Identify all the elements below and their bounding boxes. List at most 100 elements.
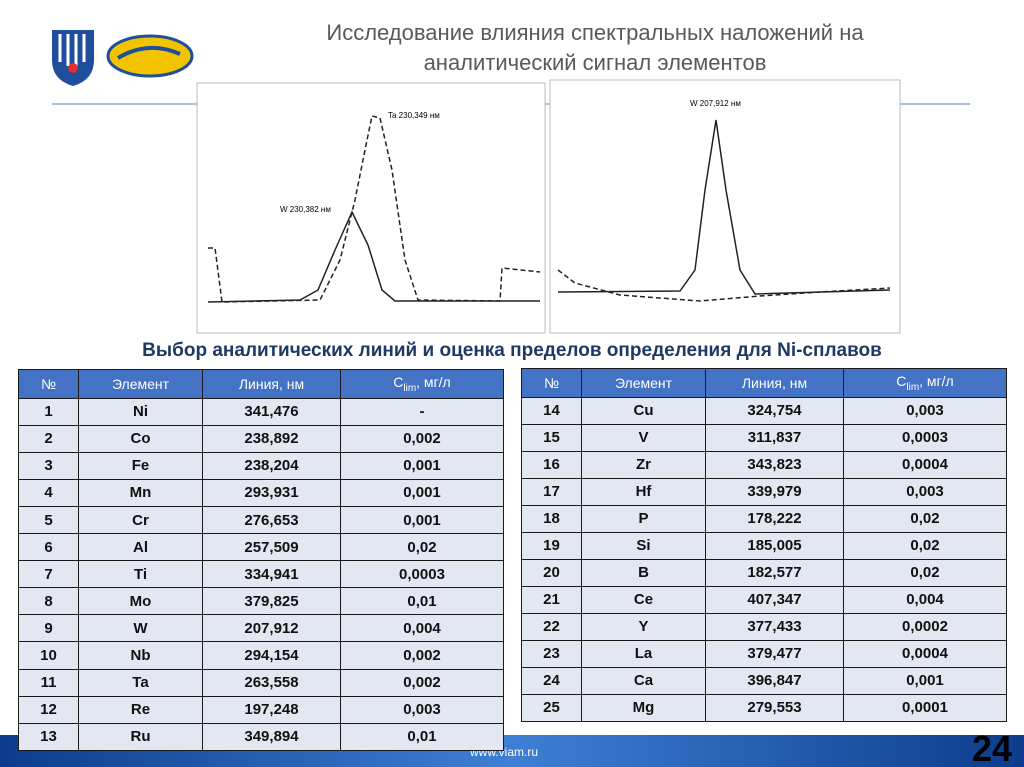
cell: Mo	[78, 587, 203, 616]
spectrum-w	[207, 210, 540, 303]
cell: 21	[521, 585, 582, 614]
row: 18 P 178,222 0,02	[521, 504, 1007, 533]
row: 19 Si 185,005 0,02	[521, 531, 1007, 560]
header-cell: Clim, мг/л	[843, 368, 1007, 398]
cell: 0,001	[340, 451, 504, 480]
cell: Ca	[581, 666, 706, 695]
cell: 341,476	[202, 397, 341, 426]
header-cell: Линия, нм	[202, 369, 341, 399]
logo	[52, 30, 194, 86]
cell: Ta	[78, 668, 203, 697]
cell: Nb	[78, 641, 203, 670]
cell: 23	[521, 639, 582, 668]
header-sub: lim	[906, 381, 920, 393]
cell: 0,003	[843, 396, 1007, 425]
row: 5 Cr 276,653 0,001	[18, 505, 504, 535]
cell: La	[581, 639, 706, 668]
cell: Mg	[581, 693, 706, 722]
header-unit: , мг/л	[919, 372, 954, 389]
peak-label: W 230,382 нм	[280, 205, 331, 214]
cell: 24	[521, 666, 582, 695]
cell: 20	[521, 558, 582, 587]
cell: 0,0004	[843, 639, 1007, 668]
row: 1 Ni 341,476-	[18, 397, 504, 426]
cell: 178,222	[705, 504, 844, 533]
cell: 3	[18, 451, 79, 480]
cell: 0,02	[843, 531, 1007, 560]
cell: 7	[18, 560, 79, 589]
cell: B	[581, 558, 706, 587]
cell: W	[78, 614, 203, 643]
cell: 0,01	[340, 587, 504, 616]
cell: 0,0002	[843, 612, 1007, 641]
cell: 238,204	[202, 451, 341, 480]
header-row: № Элемент Линия, нм Clim, мг/л	[18, 369, 504, 399]
cell: 343,823	[705, 450, 844, 479]
cell: Al	[78, 533, 203, 562]
cell: 339,979	[705, 477, 844, 506]
data-table: № Элемент Линия, нм Clim, мг/л 1 Ni 341,476-2 C…	[18, 369, 504, 751]
cell: Cr	[78, 505, 203, 535]
row: 25 Mg 279,553 0,0001	[521, 693, 1007, 722]
cell: 5	[18, 505, 79, 535]
row: 12 Re 197,248 0,003	[18, 695, 504, 724]
cell: 294,154	[202, 641, 341, 670]
cell: 0,02	[843, 558, 1007, 587]
cell: 0,002	[340, 424, 504, 453]
row: 23 La 379,477 0,0004	[521, 639, 1007, 668]
header-cell: №	[18, 369, 79, 399]
spectrum-dashed	[557, 269, 891, 302]
header-text: Элемент	[614, 374, 673, 391]
cell: 0,001	[843, 666, 1007, 695]
cell: 25	[521, 693, 582, 722]
cell: 379,825	[202, 587, 341, 616]
cell: 0,001	[340, 478, 504, 507]
row: 7 Ti 334,941 0,0003	[18, 560, 504, 589]
cell: Si	[581, 531, 706, 560]
cell: 379,477	[705, 639, 844, 668]
cell: 14	[521, 396, 582, 425]
header-cell: Clim, мг/л	[340, 369, 504, 399]
spectrum-ta	[208, 115, 541, 303]
row: 17 Hf 339,979 0,003	[521, 477, 1007, 506]
cell: 0,003	[340, 695, 504, 724]
header-text: C	[896, 372, 907, 389]
cell: Mn	[78, 478, 203, 507]
cell: Hf	[581, 477, 706, 506]
subtitle: Выбор аналитических линий и оценка преде…	[142, 340, 882, 361]
cell: 334,941	[202, 560, 341, 589]
cell: V	[581, 423, 706, 452]
cell: 407,347	[705, 585, 844, 614]
row: 16 Zr 343,823 0,0004	[521, 450, 1007, 479]
cell: 16	[521, 450, 582, 479]
cell: 0,003	[843, 477, 1007, 506]
page-number: 24	[972, 728, 1013, 767]
row: 6 Al 257,509 0,02	[18, 533, 504, 562]
peak-label: W 207,912 нм	[690, 99, 741, 108]
row: 4 Mn 293,931 0,001	[18, 478, 504, 507]
row: 2 Co 238,892 0,002	[18, 424, 504, 453]
cell: 0,0001	[843, 693, 1007, 722]
plot-frame	[196, 82, 546, 334]
row: 11 Ta 263,558 0,002	[18, 668, 504, 697]
header-cell: Элемент	[78, 369, 203, 399]
header-cell: №	[521, 368, 582, 398]
row: 14 Cu 324,754 0,003	[521, 396, 1007, 425]
title: Исследование влияния спектральных наложе…	[326, 20, 864, 45]
cell: Ni	[78, 397, 203, 426]
row: 15 V 311,837 0,0003	[521, 423, 1007, 452]
cell: 17	[521, 477, 582, 506]
spectrum-w	[557, 119, 891, 295]
cell: 238,892	[202, 424, 341, 453]
cell: 207,912	[202, 614, 341, 643]
cell: Fe	[78, 451, 203, 480]
cell: 0,001	[340, 505, 504, 535]
header-text: №	[40, 375, 57, 392]
title: аналитический сигнал элементов	[423, 50, 767, 75]
cell: Zr	[581, 450, 706, 479]
cell: 12	[18, 695, 79, 724]
cell: P	[581, 504, 706, 533]
graphics: Ta 230,349 нм W 230,382 нм W 207,912 нм	[52, 30, 970, 334]
cell: Ce	[581, 585, 706, 614]
header-text: Линия, нм	[741, 374, 808, 391]
